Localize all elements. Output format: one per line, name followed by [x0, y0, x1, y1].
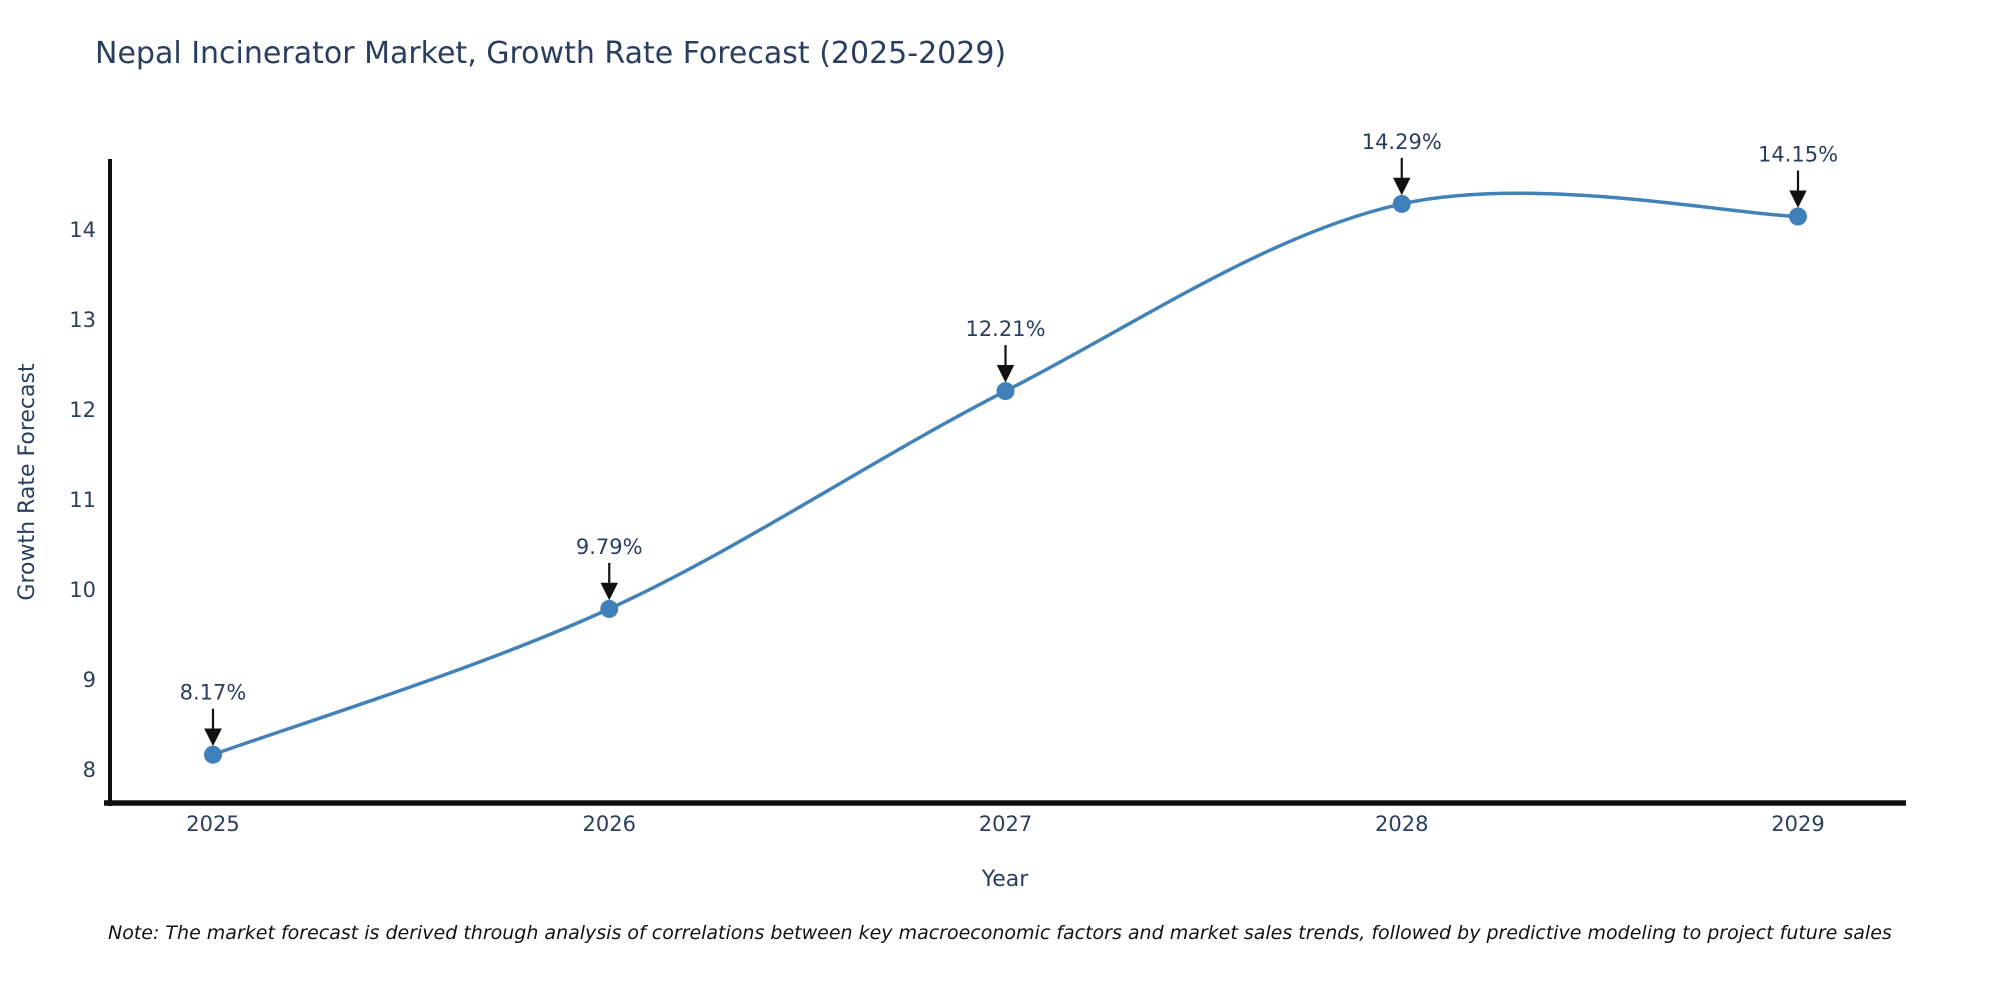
y-tick-label-13: 13 — [69, 308, 96, 332]
y-tick-label-10: 10 — [69, 578, 96, 602]
annotation-label-2026: 9.79% — [576, 535, 643, 559]
footnote: Note: The market forecast is derived thr… — [108, 922, 1892, 944]
data-point-2025 — [204, 745, 222, 764]
annotation-label-2027: 12.21% — [965, 317, 1045, 341]
x-tick-label-2028: 2028 — [1375, 812, 1428, 836]
annotation-label-2029: 14.15% — [1758, 143, 1838, 167]
forecast-line — [211, 191, 1800, 757]
data-point-2029 — [1789, 207, 1807, 226]
y-tick-label-8: 8 — [83, 758, 96, 782]
y-axis-title: Growth Rate Forecast — [15, 363, 40, 601]
x-tick-label-2029: 2029 — [1771, 812, 1824, 836]
y-tick-label-9: 9 — [83, 668, 96, 692]
x-tick-label-2027: 2027 — [979, 812, 1032, 836]
y-tick-label-11: 11 — [69, 488, 96, 512]
y-tick-label-12: 12 — [69, 398, 96, 422]
data-point-2026 — [600, 599, 619, 618]
x-axis-title: Year — [981, 867, 1030, 892]
x-tick-label-2026: 2026 — [583, 812, 636, 836]
y-tick-label-14: 14 — [69, 218, 96, 242]
data-point-2028 — [1392, 194, 1411, 213]
annotation-label-2028: 14.29% — [1362, 130, 1442, 154]
data-point-2027 — [996, 382, 1015, 401]
x-tick-label-2025: 2025 — [186, 812, 239, 836]
chart-title: Nepal Incinerator Market, Growth Rate Fo… — [95, 36, 1007, 71]
annotation-label-2025: 8.17% — [180, 681, 247, 705]
